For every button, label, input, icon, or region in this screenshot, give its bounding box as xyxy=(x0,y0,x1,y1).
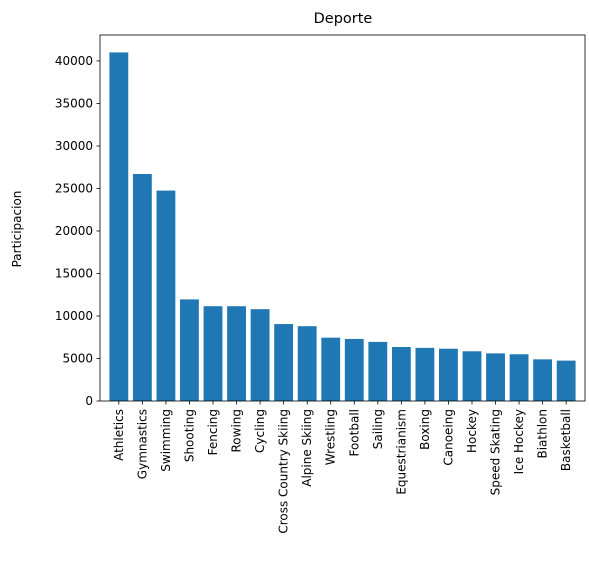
bar-gymnastics xyxy=(132,174,152,401)
bar-ice-hockey xyxy=(509,354,529,401)
bar-canoeing xyxy=(439,348,458,401)
x-tick-label: Cross Country Skiing xyxy=(277,409,291,534)
bar-wrestling xyxy=(321,337,341,401)
bar-rowing xyxy=(227,306,246,401)
x-tick-label: Fencing xyxy=(206,409,220,455)
bar-boxing xyxy=(415,347,435,401)
y-tick-label: 5000 xyxy=(62,351,93,365)
x-tick-label: Wrestling xyxy=(324,409,338,465)
y-tick-label: 40000 xyxy=(55,54,93,68)
bar-biathlon xyxy=(533,359,553,401)
x-tick-label: Ice Hockey xyxy=(512,409,526,474)
y-tick-label: 30000 xyxy=(55,139,93,153)
x-tick-label: Basketball xyxy=(559,409,573,471)
bar-alpine-skiing xyxy=(297,326,317,401)
y-axis-title: Participacion xyxy=(10,191,24,268)
bar-basketball xyxy=(556,360,576,401)
x-tick-label: Football xyxy=(347,409,361,457)
bars-group xyxy=(109,52,576,402)
y-tick-label: 15000 xyxy=(55,266,93,280)
chart-title: Deporte xyxy=(314,11,373,27)
bar-shooting xyxy=(180,299,199,401)
x-tick-label: Equestrianism xyxy=(394,409,408,495)
x-tick-label: Speed Skating xyxy=(489,409,503,495)
bar-cycling xyxy=(250,309,270,401)
bar-cross-country-skiing xyxy=(274,324,294,401)
plot-frame xyxy=(99,34,586,402)
y-tick-label: 10000 xyxy=(55,309,93,323)
x-tick-label: Alpine Skiing xyxy=(300,409,314,487)
bar-speed-skating xyxy=(486,353,505,401)
x-tick-label: Sailing xyxy=(371,409,385,449)
x-tick-label: Shooting xyxy=(182,409,196,462)
bar-fencing xyxy=(203,306,223,401)
x-tick-label: Canoeing xyxy=(441,409,455,466)
x-tick-label: Hockey xyxy=(465,409,479,453)
bar-equestrianism xyxy=(391,347,411,401)
x-tick-label: Boxing xyxy=(418,409,432,450)
y-tick-label: 25000 xyxy=(55,181,93,195)
x-tick-label: Swimming xyxy=(159,409,173,472)
y-axis-ticks: 0 5000 10000 15000 20000 25000 30000 35000 40000 xyxy=(55,54,100,408)
x-tick-label: Rowing xyxy=(230,409,244,453)
bar-athletics xyxy=(109,52,129,402)
x-tick-label: Biathlon xyxy=(536,409,550,459)
y-tick-label: 0 xyxy=(85,394,93,408)
x-tick-label: Cycling xyxy=(253,409,267,453)
y-tick-label: 20000 xyxy=(55,224,93,238)
bar-hockey xyxy=(462,351,482,401)
bar-swimming xyxy=(156,190,176,401)
x-tick-label: Gymnastics xyxy=(135,409,149,479)
x-axis-ticks: Athletics Gymnastics Swimming Shooting Fenci… xyxy=(112,401,573,534)
bar-sailing xyxy=(368,341,388,401)
bar-football xyxy=(344,338,364,401)
y-tick-label: 35000 xyxy=(55,96,93,110)
x-tick-label: Athletics xyxy=(112,409,126,461)
